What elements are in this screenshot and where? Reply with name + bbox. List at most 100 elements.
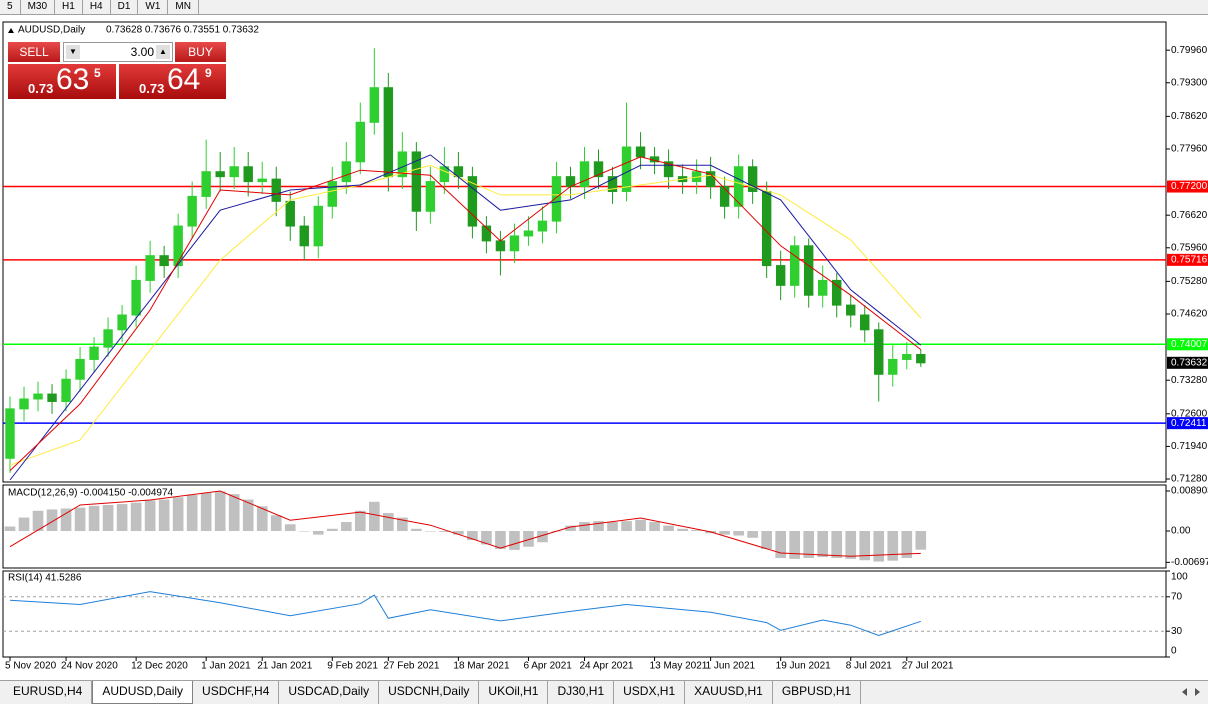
candle-body — [481, 225, 492, 242]
buy-price[interactable]: 0.73 64 9 — [119, 63, 226, 99]
chart-tab[interactable]: GBPUSD,H1 — [773, 681, 862, 704]
candle-body — [860, 314, 870, 331]
x-tick-label: 19 Jun 2021 — [776, 661, 831, 672]
candle-body — [61, 378, 71, 402]
candle-body — [579, 161, 590, 188]
rsi-title: RSI(14) 41.5286 — [8, 573, 82, 584]
candle-body — [299, 225, 309, 247]
histogram-bar — [397, 517, 408, 532]
candle-body — [243, 166, 253, 183]
candle-body — [229, 166, 239, 178]
lot-down[interactable]: ▼ — [66, 45, 80, 59]
candle-body — [117, 314, 127, 331]
y-tick-label: 0.76620 — [1171, 210, 1208, 221]
histogram-bar — [607, 522, 618, 532]
timeframe-button[interactable]: 5 — [0, 0, 21, 14]
y-tick-label: 100 — [1171, 572, 1188, 583]
histogram-bar — [453, 531, 464, 535]
histogram-bar — [719, 531, 730, 535]
histogram-bar — [200, 492, 212, 532]
histogram-bar — [467, 531, 478, 541]
chart-tab[interactable]: USDX,H1 — [614, 681, 686, 704]
chart-tab[interactable]: AUDUSD,Daily — [92, 681, 194, 704]
chart-tabs: EURUSD,H4 AUDUSD,Daily USDCHF,H4 USDCAD,Dai… — [0, 680, 1208, 704]
x-tick-label: 9 Feb 2021 — [327, 661, 378, 672]
lot-value[interactable]: 3.00 — [130, 45, 154, 59]
histogram-bar — [228, 494, 240, 532]
x-tick-label: 24 Nov 2020 — [61, 661, 118, 672]
y-tick-label: 30 — [1171, 626, 1183, 637]
candle-body — [803, 245, 814, 296]
histogram-bar — [298, 531, 310, 532]
histogram-bar — [439, 531, 450, 532]
histogram-bar — [46, 509, 58, 532]
sell-price[interactable]: 0.73 63 5 — [8, 63, 116, 99]
histogram-bar — [775, 531, 786, 558]
histogram-bar — [495, 531, 506, 549]
timeframe-button[interactable]: H1 — [55, 0, 83, 14]
candle-body — [397, 151, 408, 178]
buy-big: 64 — [167, 63, 201, 96]
histogram-bar — [18, 517, 30, 532]
timeframe-button[interactable]: W1 — [138, 0, 169, 14]
candle-body — [593, 161, 604, 178]
chart-tab[interactable]: DJ30,H1 — [548, 681, 615, 704]
histogram-bar — [649, 522, 660, 532]
chart-tab[interactable]: USDCHF,H4 — [193, 681, 280, 704]
chart-tab[interactable]: UKOil,H1 — [479, 681, 549, 704]
price-label-bg — [1167, 356, 1208, 369]
candle-body — [47, 393, 57, 402]
level-label: 0.74007 — [1171, 339, 1208, 350]
candle-body — [285, 200, 295, 227]
chart-tab[interactable]: USDCNH,Daily — [379, 681, 480, 704]
histogram-bar — [284, 524, 296, 532]
chart-tab[interactable]: XAUUSD,H1 — [685, 681, 773, 704]
timeframe-button[interactable]: D1 — [111, 0, 139, 14]
sell-button[interactable]: SELL — [8, 42, 60, 62]
candle-body — [902, 354, 912, 360]
histogram-bar — [677, 528, 688, 532]
candle-body — [187, 195, 197, 227]
tab-scroll[interactable] — [1176, 686, 1206, 698]
chart-tab[interactable]: EURUSD,H4 — [4, 681, 93, 704]
histogram-bar — [214, 491, 226, 532]
histogram-bar — [383, 513, 394, 532]
lot-spinner[interactable]: ▼ 3.00 ▲ — [63, 42, 173, 62]
y-tick-label: 70 — [1171, 591, 1183, 602]
candle-body — [355, 121, 366, 163]
candle-body — [846, 304, 856, 316]
x-tick-label: 8 Jul 2021 — [846, 661, 893, 672]
sell-big: 63 — [56, 63, 90, 96]
timeframe-toolbar: 5 M30 H1 H4 D1 W1 MN — [0, 0, 1208, 15]
level-label-bg — [1167, 338, 1208, 351]
candle-body — [551, 176, 562, 222]
candle-body — [607, 176, 618, 192]
timeframe-button[interactable]: H4 — [83, 0, 111, 14]
candle-body — [145, 255, 155, 281]
histogram-bar — [411, 528, 422, 532]
chart-tab[interactable]: USDCAD,Daily — [279, 681, 380, 704]
histogram-bar — [761, 531, 772, 549]
candle-body — [832, 279, 842, 306]
timeframe-button[interactable]: MN — [168, 0, 199, 14]
buy-button[interactable]: BUY — [175, 42, 226, 62]
x-tick-label: 21 Jan 2021 — [257, 661, 312, 672]
candle-body — [327, 181, 337, 207]
level-label: 0.77200 — [1171, 181, 1208, 192]
candle-body — [341, 161, 351, 183]
sell-prefix: 0.73 — [28, 81, 54, 96]
candle-body — [369, 87, 380, 123]
histogram-bar — [116, 504, 128, 532]
collapse-icon[interactable] — [8, 28, 14, 33]
histogram-bar — [509, 531, 520, 550]
histogram-bar — [256, 506, 268, 532]
indicator-line — [9, 490, 921, 557]
rsi-frame — [2, 570, 1167, 658]
level-label-bg — [1167, 253, 1208, 266]
timeframe-button[interactable]: M30 — [21, 0, 56, 14]
chart: AUDUSD,Daily 0.73628 0.73676 0.73551 0.7… — [2, 21, 1208, 672]
candle-body — [916, 354, 926, 364]
candle-body — [173, 225, 183, 267]
lot-up[interactable]: ▲ — [156, 45, 170, 59]
candle-body — [313, 205, 323, 247]
